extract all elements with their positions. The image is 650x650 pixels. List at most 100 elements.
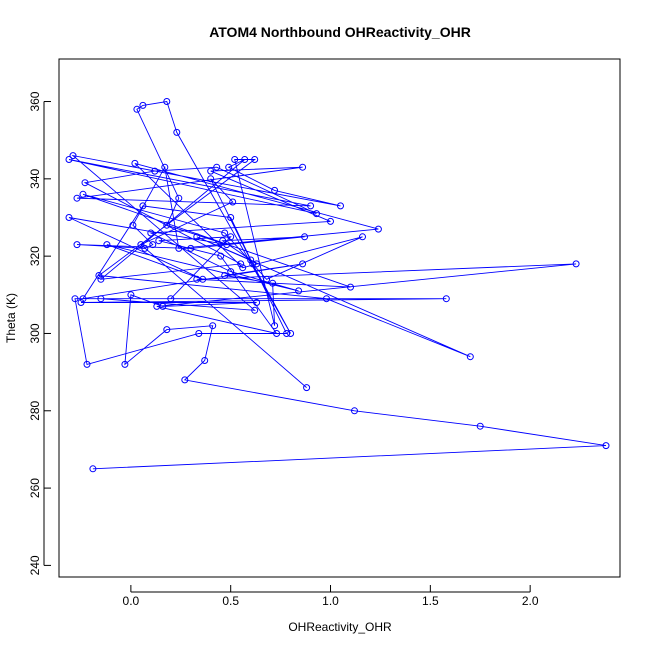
data-point bbox=[213, 163, 221, 171]
data-point bbox=[466, 353, 474, 361]
data-point bbox=[323, 295, 330, 303]
data-point bbox=[97, 295, 105, 303]
data-point bbox=[217, 252, 225, 260]
data-point bbox=[81, 179, 89, 187]
data-point bbox=[103, 241, 111, 249]
data-point bbox=[337, 202, 344, 210]
data-point bbox=[181, 376, 189, 384]
data-point bbox=[131, 159, 139, 167]
y-tick-label: 340 bbox=[28, 169, 42, 189]
y-tick-label: 360 bbox=[28, 91, 42, 111]
data-point bbox=[167, 295, 175, 303]
plot-frame bbox=[58, 58, 621, 578]
data-point bbox=[147, 229, 155, 237]
series-layer bbox=[65, 98, 610, 473]
data-point bbox=[229, 198, 237, 206]
data-point bbox=[65, 214, 73, 221]
data-point bbox=[253, 260, 261, 268]
data-point bbox=[271, 322, 279, 330]
data-point bbox=[251, 156, 259, 163]
data-point bbox=[303, 384, 311, 392]
y-tick-label: 260 bbox=[28, 478, 42, 498]
data-point bbox=[227, 268, 235, 276]
data-point bbox=[249, 260, 257, 268]
data-point bbox=[193, 233, 201, 241]
data-point bbox=[207, 175, 215, 183]
data-point bbox=[163, 98, 171, 105]
y-tick-label: 300 bbox=[28, 323, 42, 343]
data-point bbox=[359, 233, 366, 241]
data-point bbox=[374, 225, 382, 233]
data-point bbox=[97, 275, 105, 283]
x-tick-label: 0.5 bbox=[222, 594, 239, 608]
data-point bbox=[572, 260, 580, 268]
data-point bbox=[121, 360, 129, 368]
data-point bbox=[351, 407, 358, 415]
data-point bbox=[227, 214, 235, 221]
data-point bbox=[151, 167, 159, 175]
data-point bbox=[137, 241, 145, 249]
x-axis: 0.0 0.5 1.0 1.5 2.0 bbox=[123, 585, 539, 608]
y-axis: 240 260 280 300 320 340 360 bbox=[28, 91, 51, 575]
data-point bbox=[223, 241, 231, 249]
data-point bbox=[442, 295, 450, 303]
data-point bbox=[139, 202, 147, 210]
data-point bbox=[307, 202, 315, 210]
data-point bbox=[239, 264, 247, 272]
data-point bbox=[271, 186, 279, 194]
data-point bbox=[476, 422, 484, 430]
data-point bbox=[269, 279, 277, 287]
data-point bbox=[141, 244, 149, 252]
data-point bbox=[79, 295, 87, 303]
data-point bbox=[149, 241, 157, 249]
data-point bbox=[77, 299, 85, 306]
y-tick-label: 280 bbox=[28, 400, 42, 420]
data-point bbox=[263, 275, 271, 283]
data-point bbox=[221, 229, 229, 237]
data-point bbox=[95, 272, 103, 279]
data-point bbox=[287, 330, 295, 337]
data-point bbox=[247, 256, 255, 264]
data-point bbox=[241, 156, 249, 163]
y-tick-label: 240 bbox=[28, 555, 42, 575]
data-point bbox=[221, 272, 229, 279]
data-point bbox=[73, 194, 81, 202]
data-point bbox=[273, 330, 281, 337]
data-point bbox=[73, 241, 81, 249]
data-point bbox=[153, 302, 161, 310]
data-point bbox=[209, 322, 217, 330]
x-tick-label: 2.0 bbox=[522, 594, 539, 608]
data-point bbox=[283, 330, 291, 337]
data-point bbox=[347, 283, 354, 291]
data-point bbox=[65, 156, 73, 163]
x-tick-label: 1.0 bbox=[322, 594, 339, 608]
data-point bbox=[207, 167, 215, 175]
series-line bbox=[68, 100, 607, 470]
data-point bbox=[69, 152, 77, 160]
data-point bbox=[301, 233, 309, 241]
data-point bbox=[139, 101, 147, 109]
data-point bbox=[299, 163, 307, 171]
x-tick-label: 1.5 bbox=[422, 594, 439, 608]
data-point bbox=[163, 221, 171, 229]
data-point bbox=[219, 237, 227, 245]
data-point bbox=[175, 194, 183, 202]
data-point bbox=[161, 163, 169, 171]
chart-title: ATOM4 Northbound OHReactivity_OHR bbox=[209, 24, 471, 40]
data-point bbox=[133, 105, 141, 113]
data-point bbox=[225, 163, 233, 171]
data-point bbox=[83, 360, 91, 368]
data-point bbox=[231, 156, 239, 163]
data-point bbox=[195, 330, 203, 337]
data-point bbox=[299, 260, 307, 268]
data-point bbox=[187, 244, 195, 252]
data-point bbox=[173, 128, 181, 136]
data-point bbox=[79, 190, 87, 198]
data-point bbox=[129, 221, 137, 229]
data-point bbox=[175, 244, 183, 252]
data-point bbox=[251, 306, 259, 314]
data-point bbox=[89, 465, 97, 473]
data-point bbox=[201, 357, 209, 364]
